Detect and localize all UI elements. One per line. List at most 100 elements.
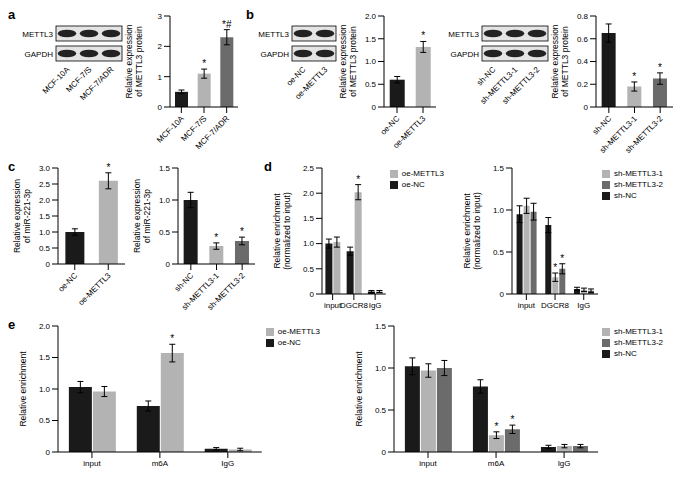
- svg-text:*: *: [356, 174, 360, 185]
- svg-text:sh-METTL3-2: sh-METTL3-2: [500, 65, 541, 106]
- svg-text:0: 0: [46, 448, 51, 457]
- svg-text:2.0: 2.0: [39, 322, 51, 331]
- svg-text:0: 0: [46, 260, 51, 269]
- svg-text:Relative expression: Relative expression: [550, 24, 560, 98]
- svg-text:*: *: [170, 333, 174, 344]
- svg-text:*: *: [106, 162, 110, 173]
- svg-text:Relative expression: Relative expression: [12, 179, 22, 253]
- svg-text:0.5: 0.5: [159, 228, 171, 237]
- svg-text:of miR-221-3p: of miR-221-3p: [142, 189, 152, 243]
- svg-text:1.5: 1.5: [39, 212, 51, 221]
- svg-text:0.6: 0.6: [577, 35, 589, 44]
- svg-text:of METTL3 protein: of METTL3 protein: [134, 26, 144, 97]
- svg-text:1.0: 1.0: [159, 196, 171, 205]
- svg-text:1.5: 1.5: [365, 35, 377, 44]
- svg-text:2.5: 2.5: [39, 180, 51, 189]
- svg-text:GAPDH: GAPDH: [261, 50, 290, 59]
- svg-text:Relative enrichment: Relative enrichment: [354, 351, 364, 427]
- svg-text:1.5: 1.5: [375, 322, 387, 331]
- svg-text:1.0: 1.0: [365, 57, 377, 66]
- svg-text:sh-NC: sh-NC: [591, 114, 614, 137]
- svg-text:DGCR8: DGCR8: [340, 301, 369, 310]
- svg-text:Relative enrichment: Relative enrichment: [18, 351, 28, 427]
- svg-text:0: 0: [584, 103, 589, 112]
- svg-text:0.8: 0.8: [577, 12, 589, 21]
- svg-text:Relative enrichment: Relative enrichment: [462, 193, 472, 269]
- svg-text:0: 0: [382, 448, 387, 457]
- svg-text:3: 3: [158, 12, 163, 21]
- svg-text:Relative enrichment: Relative enrichment: [272, 193, 282, 269]
- svg-text:of miR-221-3p: of miR-221-3p: [22, 189, 32, 243]
- svg-text:0.5: 0.5: [39, 416, 51, 425]
- svg-text:oe-METTL3: oe-METTL3: [391, 114, 428, 151]
- svg-text:Relative expression: Relative expression: [124, 24, 134, 98]
- svg-text:MCF-7/ADR: MCF-7/ADR: [194, 114, 231, 151]
- svg-text:1.0: 1.0: [39, 385, 51, 394]
- svg-text:1.5: 1.5: [493, 164, 505, 173]
- svg-text:2.0: 2.0: [303, 189, 315, 198]
- svg-text:DGCR8: DGCR8: [541, 301, 570, 310]
- svg-text:1.0: 1.0: [39, 228, 51, 237]
- svg-text:0.5: 0.5: [365, 80, 377, 89]
- svg-text:*: *: [560, 253, 564, 264]
- svg-text:0.5: 0.5: [375, 406, 387, 415]
- svg-text:sh-METTL3-2: sh-METTL3-2: [624, 114, 665, 155]
- svg-text:*: *: [658, 62, 662, 73]
- svg-text:IgG: IgG: [558, 459, 571, 468]
- svg-text:2.0: 2.0: [39, 196, 51, 205]
- svg-text:0.2: 0.2: [577, 80, 589, 89]
- svg-text:*#: *#: [222, 19, 232, 30]
- svg-text:1.5: 1.5: [303, 214, 315, 223]
- svg-text:*: *: [202, 58, 206, 69]
- svg-text:sh-NC: sh-NC: [173, 271, 196, 294]
- svg-text:0.5: 0.5: [493, 248, 505, 257]
- svg-text:2: 2: [158, 42, 163, 51]
- svg-text:1.0: 1.0: [303, 239, 315, 248]
- svg-text:*: *: [421, 30, 425, 41]
- svg-text:0: 0: [166, 260, 171, 269]
- svg-text:MCF-7/ADR: MCF-7/ADR: [78, 65, 115, 102]
- svg-text:input: input: [83, 459, 101, 468]
- svg-text:oe-NC: oe-NC: [379, 114, 402, 137]
- svg-text:1.5: 1.5: [39, 353, 51, 362]
- svg-text:of METTL3 protein: of METTL3 protein: [348, 26, 358, 97]
- svg-text:input: input: [518, 301, 536, 310]
- svg-text:1.5: 1.5: [159, 164, 171, 173]
- svg-text:0: 0: [372, 103, 377, 112]
- svg-text:0: 0: [500, 290, 505, 299]
- svg-text:oe-METTL3: oe-METTL3: [293, 65, 330, 102]
- svg-text:METTL3: METTL3: [448, 30, 479, 39]
- svg-text:METTL3: METTL3: [22, 30, 53, 39]
- svg-text:1.0: 1.0: [493, 206, 505, 215]
- svg-text:1: 1: [158, 73, 163, 82]
- svg-text:GAPDH: GAPDH: [451, 50, 480, 59]
- svg-text:*: *: [632, 71, 636, 82]
- svg-text:input: input: [419, 459, 437, 468]
- svg-text:2.0: 2.0: [365, 12, 377, 21]
- svg-text:of METTL3 protein: of METTL3 protein: [560, 26, 570, 97]
- svg-text:Relative expression: Relative expression: [338, 24, 348, 98]
- svg-text:*: *: [553, 262, 557, 273]
- svg-text:3.0: 3.0: [39, 164, 51, 173]
- svg-text:0.4: 0.4: [577, 57, 589, 66]
- svg-text:GAPDH: GAPDH: [25, 50, 54, 59]
- svg-text:*: *: [240, 226, 244, 237]
- svg-text:*: *: [510, 414, 514, 425]
- svg-text:METTL3: METTL3: [258, 30, 289, 39]
- svg-text:0.5: 0.5: [303, 265, 315, 274]
- svg-text:0: 0: [158, 103, 163, 112]
- svg-text:(normalized to input): (normalized to input): [282, 192, 292, 270]
- svg-text:oe-NC: oe-NC: [56, 271, 79, 294]
- svg-text:*: *: [494, 421, 498, 432]
- svg-text:0: 0: [310, 290, 315, 299]
- svg-text:0.5: 0.5: [39, 244, 51, 253]
- svg-text:IgG: IgG: [221, 459, 234, 468]
- svg-text:sh-METTL3-2: sh-METTL3-2: [206, 271, 247, 312]
- svg-text:Relative expression: Relative expression: [132, 179, 142, 253]
- svg-text:m6A: m6A: [488, 459, 505, 468]
- svg-text:oe-METTL3: oe-METTL3: [76, 271, 113, 308]
- svg-text:m6A: m6A: [152, 459, 169, 468]
- svg-text:(normalized to input): (normalized to input): [472, 192, 482, 270]
- svg-text:*: *: [214, 232, 218, 243]
- svg-text:IgG: IgG: [369, 301, 382, 310]
